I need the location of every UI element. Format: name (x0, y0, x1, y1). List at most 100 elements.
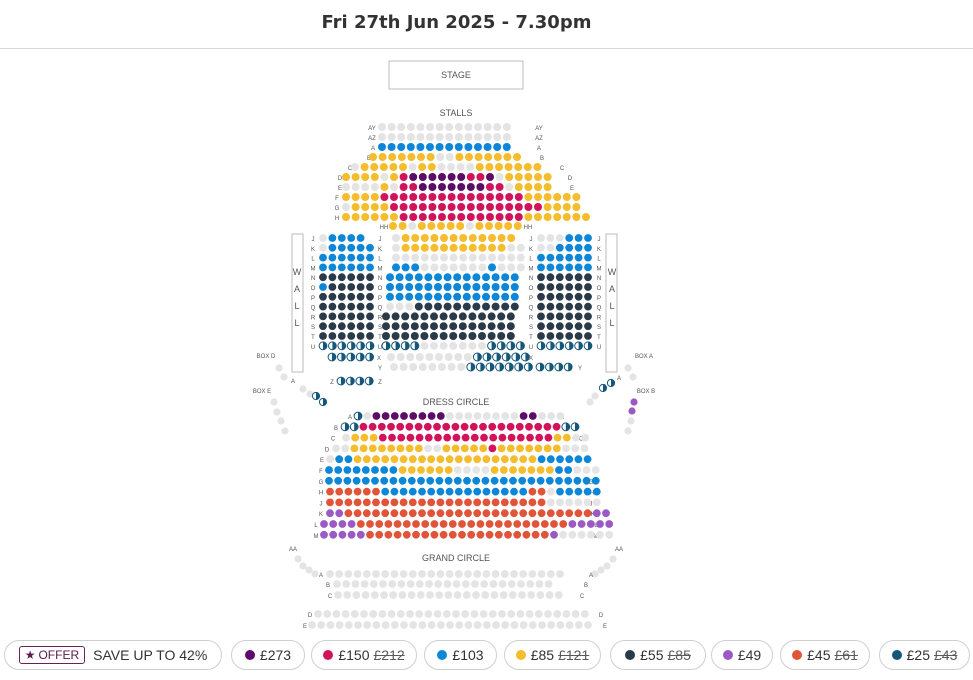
seat[interactable] (574, 487, 583, 496)
seat[interactable] (418, 498, 426, 507)
seat[interactable] (392, 263, 400, 272)
seat[interactable] (401, 332, 410, 340)
seat[interactable] (482, 498, 491, 507)
seat[interactable] (482, 302, 490, 311)
seat[interactable] (497, 444, 506, 453)
seat[interactable] (418, 455, 426, 464)
seat[interactable] (398, 476, 407, 485)
seat[interactable] (572, 213, 581, 221)
seat[interactable] (382, 332, 390, 340)
seat[interactable] (443, 283, 452, 291)
seat[interactable] (430, 243, 439, 252)
seat[interactable] (344, 509, 353, 518)
seat[interactable] (449, 312, 458, 321)
seat[interactable] (481, 476, 490, 485)
seat[interactable] (540, 530, 549, 539)
seat[interactable] (522, 530, 531, 539)
seat[interactable] (513, 530, 522, 539)
seat[interactable] (591, 476, 600, 485)
seat[interactable] (353, 509, 362, 518)
seat[interactable] (565, 263, 574, 272)
seat[interactable] (395, 283, 404, 291)
seat[interactable] (519, 412, 528, 420)
seat[interactable] (537, 332, 545, 340)
seat[interactable] (430, 312, 438, 321)
seat[interactable] (337, 312, 346, 321)
seat[interactable] (447, 213, 456, 221)
seat[interactable] (584, 263, 592, 272)
seat[interactable] (381, 498, 390, 507)
seat[interactable] (420, 322, 429, 331)
seat[interactable] (428, 203, 437, 211)
seat[interactable] (516, 433, 525, 442)
seat[interactable] (338, 530, 347, 539)
seat[interactable] (359, 422, 368, 431)
seat[interactable] (472, 302, 481, 311)
seat[interactable] (489, 433, 498, 442)
seat[interactable] (445, 143, 454, 151)
seat[interactable] (524, 203, 533, 211)
seat[interactable] (370, 213, 379, 221)
seat[interactable] (519, 498, 528, 507)
seat[interactable] (482, 487, 491, 496)
seat[interactable] (334, 476, 343, 485)
seat[interactable] (386, 283, 394, 291)
seat[interactable] (347, 234, 356, 242)
seat[interactable] (583, 455, 592, 464)
seat[interactable] (457, 203, 466, 211)
seat[interactable] (495, 193, 504, 201)
seat[interactable] (510, 292, 519, 301)
seat[interactable] (487, 312, 496, 321)
seat[interactable] (546, 312, 555, 321)
seat[interactable] (500, 487, 509, 496)
seat[interactable] (453, 302, 462, 311)
seat[interactable] (401, 263, 410, 272)
seat[interactable] (565, 302, 574, 311)
seat[interactable] (435, 466, 444, 474)
seat[interactable] (388, 433, 396, 442)
seat[interactable] (461, 433, 470, 442)
seat[interactable] (537, 283, 545, 291)
seat[interactable] (550, 520, 558, 528)
seat[interactable] (464, 509, 472, 518)
seat[interactable] (504, 520, 512, 528)
seat[interactable] (504, 163, 513, 171)
seat[interactable] (565, 253, 574, 262)
seat[interactable] (491, 283, 500, 291)
seat[interactable] (418, 183, 427, 191)
seat[interactable] (494, 520, 503, 528)
seat[interactable] (515, 422, 524, 431)
seat[interactable] (414, 292, 423, 301)
seat[interactable] (457, 213, 466, 221)
seat[interactable] (572, 193, 581, 201)
seat[interactable] (436, 412, 445, 420)
seat[interactable] (543, 444, 552, 453)
seat[interactable] (343, 476, 352, 485)
seat[interactable] (366, 243, 374, 252)
price-chip-273[interactable]: £273 (231, 640, 305, 670)
seat[interactable] (410, 312, 419, 321)
seat[interactable] (498, 433, 507, 442)
seat[interactable] (405, 283, 414, 291)
seat[interactable] (453, 283, 462, 291)
seat[interactable] (329, 530, 338, 539)
seat[interactable] (366, 312, 374, 321)
seat[interactable] (356, 332, 365, 340)
seat[interactable] (380, 466, 389, 474)
seat[interactable] (426, 143, 434, 151)
seat[interactable] (384, 520, 393, 528)
seat[interactable] (356, 263, 365, 272)
seat[interactable] (550, 530, 558, 539)
seat[interactable] (390, 193, 398, 201)
seat[interactable] (514, 183, 523, 191)
seat[interactable] (410, 322, 419, 331)
seat[interactable] (370, 193, 379, 201)
seat[interactable] (454, 455, 463, 464)
seat[interactable] (418, 173, 427, 181)
seat[interactable] (537, 455, 546, 464)
seat[interactable] (584, 292, 592, 301)
seat[interactable] (356, 234, 365, 242)
seat[interactable] (473, 487, 482, 496)
seat[interactable] (430, 234, 439, 242)
seat[interactable] (482, 292, 490, 301)
